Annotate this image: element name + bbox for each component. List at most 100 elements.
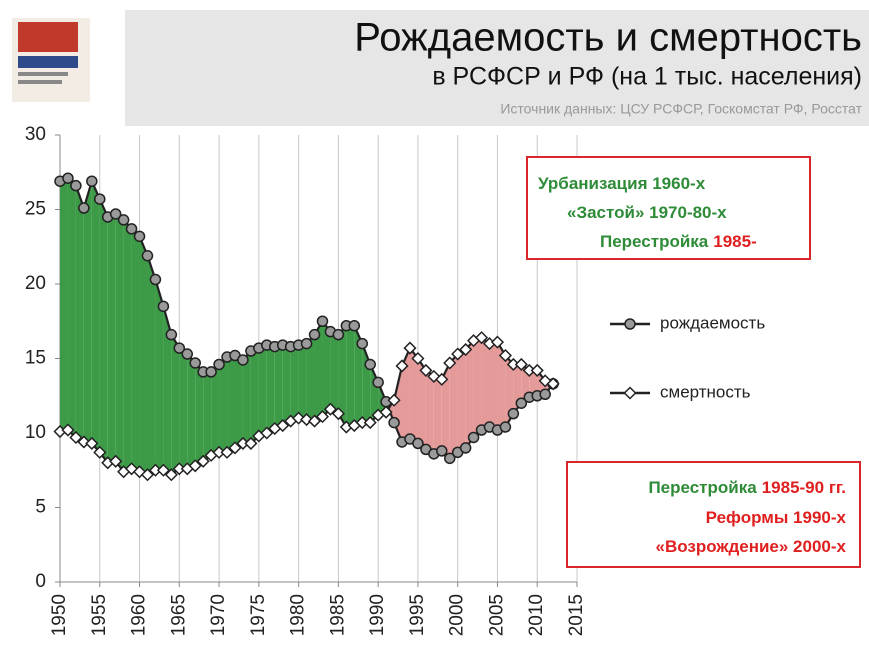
data-point [71, 181, 81, 191]
data-point [365, 359, 375, 369]
legend-marker [625, 388, 636, 399]
surplus-area [187, 354, 195, 469]
data-point [158, 301, 168, 311]
data-point [310, 330, 320, 340]
data-point [190, 358, 200, 368]
surplus-area [179, 348, 187, 469]
data-point [142, 251, 152, 261]
annotation-line: Урбанизация 1960-х [538, 174, 706, 193]
legend-item: смертность [610, 382, 751, 401]
surplus-area [346, 326, 354, 427]
x-tick-label: 1975 [248, 594, 269, 636]
deficit-area [434, 376, 442, 453]
annotation-line: Перестройка1985- [600, 232, 757, 251]
deficit-area [466, 341, 474, 448]
deficit-area [458, 350, 466, 453]
x-tick-label: 1955 [89, 594, 110, 636]
surplus-area [76, 186, 84, 442]
data-point [317, 316, 327, 326]
data-point [127, 224, 137, 234]
data-point [349, 321, 359, 331]
y-tick-label: 10 [25, 422, 46, 443]
annotation-text: «Застой» 1970-80-х [567, 203, 727, 222]
annotation-line: Реформы 1990-х [706, 508, 847, 527]
surplus-area [227, 356, 235, 453]
data-point [87, 176, 97, 186]
data-point [150, 275, 160, 285]
surplus-area [68, 178, 76, 437]
deficit-area [426, 370, 434, 453]
deficit-area [474, 338, 482, 438]
legend-item: рождаемость [610, 313, 765, 332]
x-tick-label: 1960 [129, 594, 150, 636]
deficit-area [450, 354, 458, 458]
data-point [461, 443, 471, 453]
legend-marker [625, 319, 635, 329]
surplus-area [171, 335, 179, 475]
annotation-text: Перестройка [600, 232, 709, 251]
surplus-area [60, 178, 68, 431]
surplus-area [147, 256, 155, 475]
data-point [119, 215, 129, 225]
y-tick-label: 20 [25, 273, 46, 294]
x-tick-label: 2010 [526, 594, 547, 636]
data-point [95, 194, 105, 204]
surplus-area [100, 199, 108, 463]
chart: Рождаемость и смертность в РСФСР и РФ (н… [0, 0, 869, 660]
data-point [389, 418, 399, 428]
surplus-area [132, 229, 140, 472]
data-point [373, 377, 383, 387]
surplus-area [92, 181, 100, 452]
surplus-area [124, 220, 132, 472]
x-tick-label: 1965 [168, 594, 189, 636]
data-point [508, 409, 518, 419]
surplus-area [283, 345, 291, 425]
annotation-text: Перестройка [648, 478, 757, 497]
surplus-area [267, 345, 275, 433]
x-tick-label: 1950 [49, 594, 70, 636]
surplus-area [259, 345, 267, 436]
surplus-area [116, 214, 124, 472]
annotation-text: 1985- [713, 232, 756, 251]
data-point [437, 446, 447, 456]
deficit-area [490, 342, 498, 430]
surplus-area [211, 364, 219, 455]
surplus-area [235, 356, 243, 448]
surplus-area [140, 236, 148, 474]
y-tick-label: 15 [25, 348, 46, 369]
data-point [206, 367, 216, 377]
data-point [79, 203, 89, 213]
y-tick-label: 5 [35, 497, 46, 518]
data-point [182, 349, 192, 359]
surplus-area [275, 345, 283, 428]
x-tick-label: 2000 [447, 594, 468, 636]
y-tick-label: 0 [35, 571, 46, 592]
annotation-text: Реформы 1990-х [706, 508, 847, 527]
x-tick-label: 1990 [367, 594, 388, 636]
data-point [63, 173, 73, 183]
x-tick-label: 1985 [327, 594, 348, 636]
x-tick-label: 1980 [288, 594, 309, 636]
x-tick-label: 2015 [566, 594, 587, 636]
data-point [166, 330, 176, 340]
data-point [469, 432, 479, 442]
data-point [333, 330, 343, 340]
annotation-line: «Возрождение» 2000-х [656, 537, 847, 556]
data-point [214, 359, 224, 369]
y-tick-label: 30 [25, 124, 46, 145]
chart-title: Рождаемость и смертность [354, 16, 862, 60]
source-note: Источник данных: ЦСУ РСФСР, Госкомстат Р… [500, 101, 862, 117]
deficit-area [482, 338, 490, 430]
data-point [540, 389, 550, 399]
surplus-area [251, 348, 259, 443]
data-point [500, 422, 510, 432]
surplus-area [291, 345, 299, 421]
legend-label: смертность [660, 382, 751, 401]
annotation-text: «Возрождение» 2000-х [656, 537, 847, 556]
legend-label: рождаемость [660, 313, 765, 332]
x-tick-label: 1995 [407, 594, 428, 636]
surplus-area [203, 372, 211, 461]
surplus-area [330, 332, 338, 414]
annotation-text: Урбанизация 1960-х [538, 174, 706, 193]
data-point [357, 339, 367, 349]
